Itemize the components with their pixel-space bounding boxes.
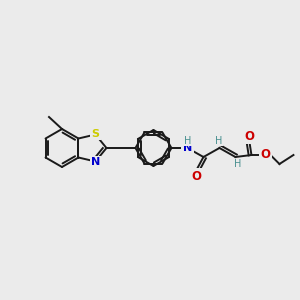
Text: O: O (260, 148, 271, 161)
Text: N: N (91, 157, 100, 167)
Text: H: H (234, 159, 241, 169)
Text: S: S (92, 129, 100, 139)
Text: H: H (184, 136, 191, 146)
Text: O: O (191, 169, 202, 182)
Text: N: N (183, 143, 192, 153)
Text: O: O (244, 130, 254, 142)
Text: H: H (215, 136, 222, 146)
